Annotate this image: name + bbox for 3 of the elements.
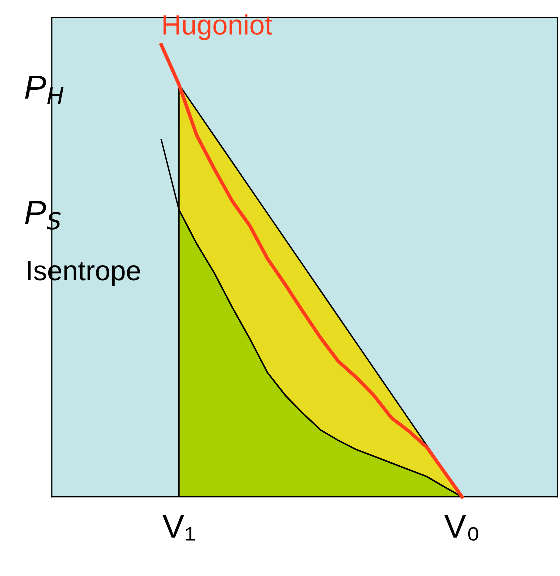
x-tick-label: V₁: [162, 514, 196, 541]
x-tick-label: V₀: [444, 514, 479, 541]
series-label: Hugoniot: [164, 14, 272, 40]
